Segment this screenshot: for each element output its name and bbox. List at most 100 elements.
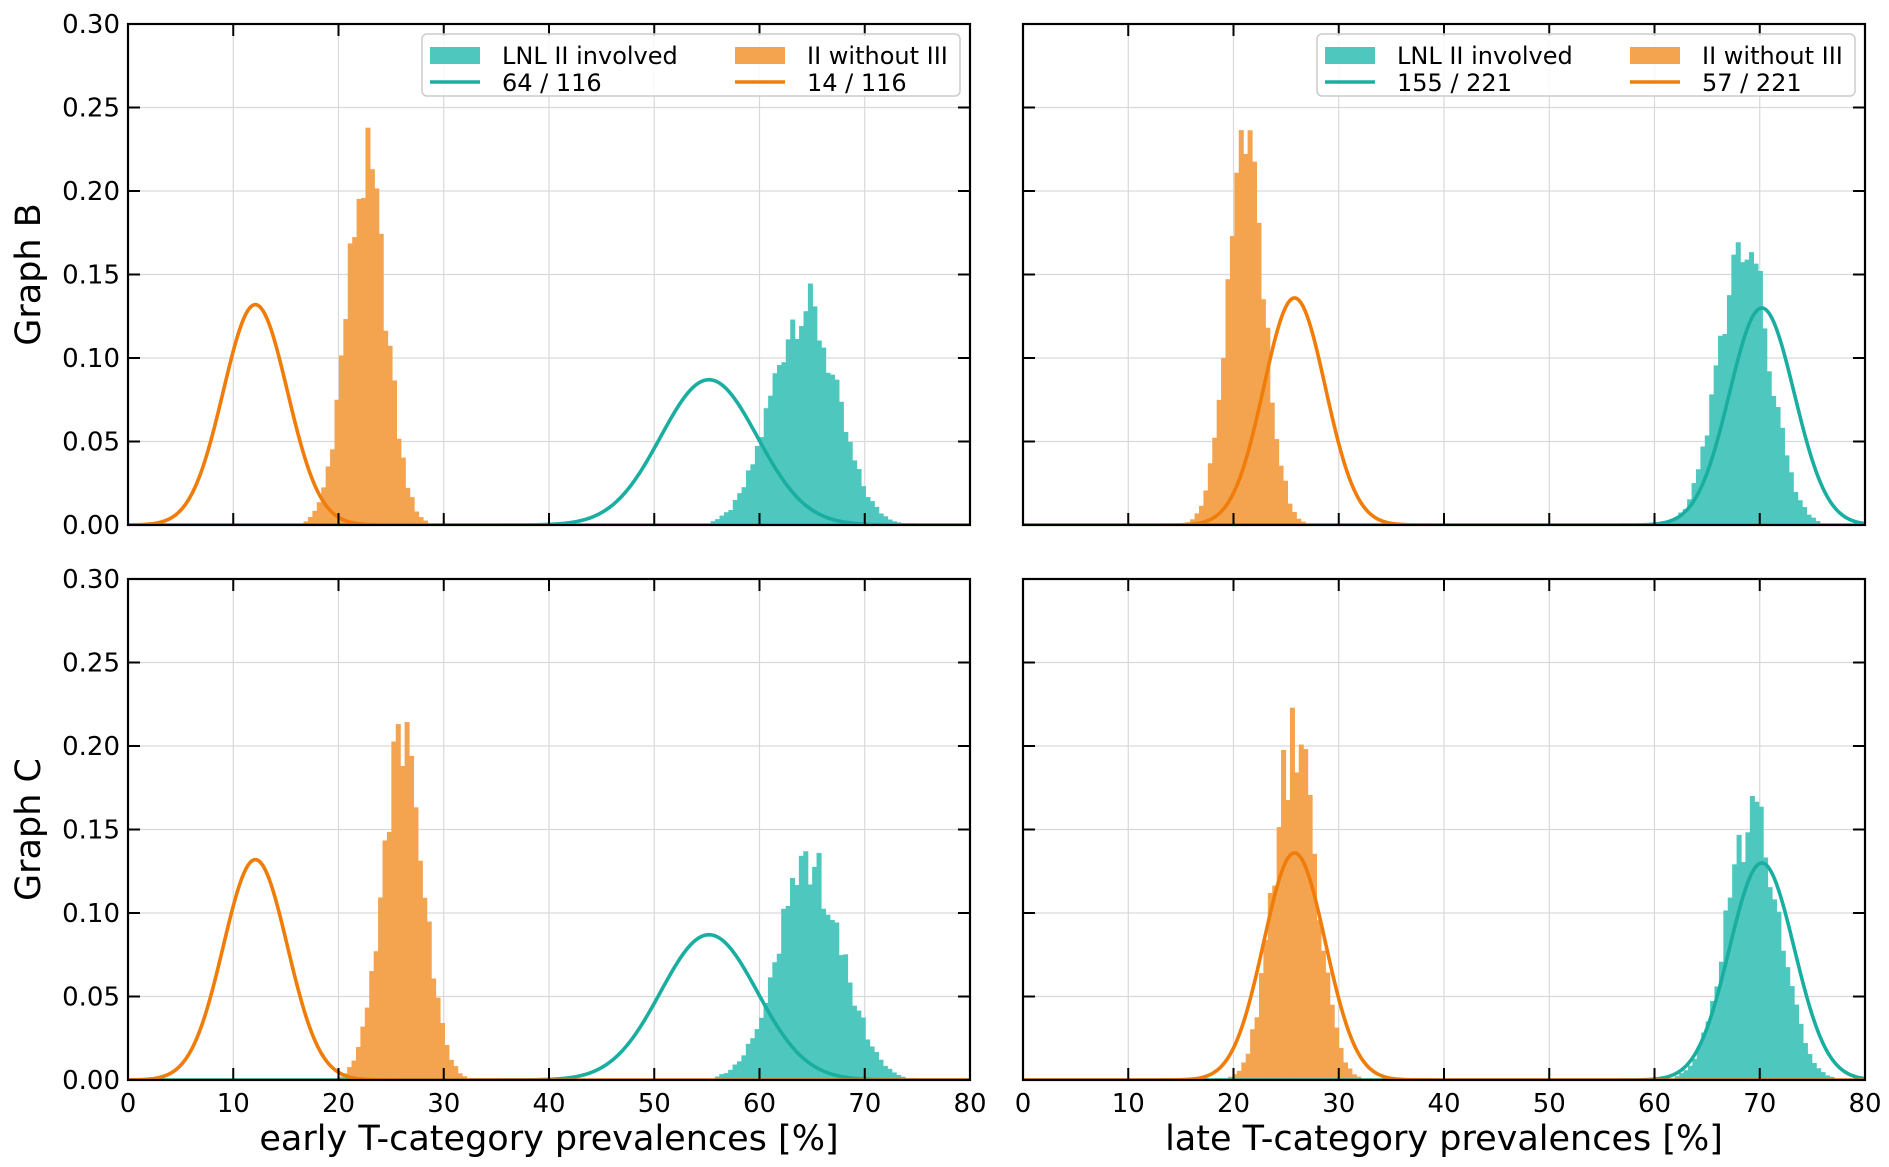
histogram-bar [404,722,410,1080]
legend-label: LNL II involved [1397,42,1573,70]
histogram-bar [883,516,889,525]
histogram-bar [1234,172,1240,525]
histogram-bar [732,1064,738,1080]
histogram-bar [383,330,389,525]
histogram-bar [803,311,809,525]
histogram-bar [1820,1072,1826,1080]
histogram-bar [1267,892,1273,1080]
histogram-bar [860,1017,866,1080]
histogram-bar [435,997,441,1080]
histogram-bar [1687,1065,1693,1080]
histogram-bar [723,1073,729,1080]
histogram-bar [1241,1062,1247,1080]
histogram-bar [1754,801,1760,1080]
histogram-bar [413,807,419,1080]
histogram-bar [856,469,862,525]
legend-swatch [430,47,480,64]
histogram-bar [1749,796,1755,1080]
histogram-bar [1298,744,1304,1080]
histogram-bar [1250,1029,1256,1080]
histogram-bar [1258,973,1264,1080]
legend-label: II without III [807,42,948,70]
histogram-bar [1212,437,1218,525]
histogram-bar [763,408,769,525]
histogram-bar [834,922,840,1080]
histogram-bar [343,319,349,525]
histogram-bar [1296,518,1302,525]
histogram-bar [1673,517,1679,525]
x-tick-label: 20 [322,1089,355,1119]
x-tick-label: 70 [1743,1089,1776,1119]
x-tick-label: 80 [953,1089,986,1119]
panel-bottom-left: 0.00 0.05 0.10 0.15 0.20 0.25 0.30 0 10 20 30 40 50 6… [9,565,987,1159]
histogram-bar [1291,512,1297,525]
histogram-bar [1691,483,1697,525]
histogram-bar [1811,1062,1817,1080]
histogram-group [128,722,970,1080]
panel-top-left: 0.00 0.05 0.10 0.15 0.20 0.25 0.30 Graph B LNL I… [9,10,972,541]
histogram-bar [776,953,782,1080]
legend-label: 64 / 116 [502,69,602,97]
legend-box [421,33,961,97]
x-axis-title: early T-category prevalences [%] [259,1119,838,1159]
histogram-bar [1334,1027,1340,1080]
histogram-bar [334,399,340,525]
y-tick-label: 0.15 [62,816,120,846]
histogram-bar [1221,358,1227,525]
histogram-bar [1312,853,1318,1080]
histogram-bar [1351,1074,1357,1080]
histogram-bar [1282,480,1288,525]
histogram-bar [781,908,787,1080]
y-tick-label: 0.25 [62,94,120,124]
histogram-bar [312,510,318,525]
histogram-bar [1766,371,1772,525]
histogram-bar [352,237,358,525]
histogram-bar [1723,910,1729,1080]
histogram-bar [307,517,313,525]
axes-frame [1021,577,1867,1082]
histogram-bar [387,345,393,525]
histogram-bar [382,840,388,1080]
histogram-bar [865,1039,871,1080]
histogram-bar [741,1055,747,1080]
histogram-bar [834,379,840,525]
histogram-bar [1776,911,1782,1080]
histogram-bar [887,1068,893,1080]
legend-swatch [1630,47,1680,64]
series-line [1023,861,1865,1080]
legend-label: 14 / 116 [807,69,907,97]
histogram-bar [759,1017,765,1080]
histogram-bar [745,1043,751,1080]
histogram-bar [847,982,853,1080]
histogram-bar [1347,1068,1353,1080]
histogram-bar [1731,254,1737,525]
y-tick-label: 0.30 [62,10,120,40]
histogram-bar [1254,1017,1260,1080]
histogram-bar [1732,864,1738,1080]
histogram-bar [1815,521,1821,525]
histogram-bar [816,340,822,525]
histogram-bar [896,1074,902,1080]
histogram-bar [1674,1076,1680,1080]
histogram-bar [812,866,818,1080]
histogram-bar [1810,517,1816,525]
y-axis-title: Graph B [9,203,49,346]
histogram-bar [396,438,402,525]
histogram-bar [1679,1073,1685,1080]
histogram-bar [772,373,778,525]
histogram-bar [409,497,415,525]
histogram-bar [1245,1053,1251,1080]
histogram-bar [794,338,800,525]
histogram-bar [1692,1058,1698,1080]
x-tick-label: 60 [1638,1089,1671,1119]
histogram-bar [820,908,826,1080]
histogram-bar [361,197,367,525]
y-tick-label: 0.15 [62,261,120,291]
x-tick-label: 80 [1848,1089,1881,1119]
histogram-bar [391,380,397,525]
x-tick-label: 10 [217,1089,250,1119]
histogram-bar [303,521,309,525]
histogram-bar [1793,491,1799,525]
histogram-bar [1342,1062,1348,1080]
histogram-bar [1247,130,1253,525]
